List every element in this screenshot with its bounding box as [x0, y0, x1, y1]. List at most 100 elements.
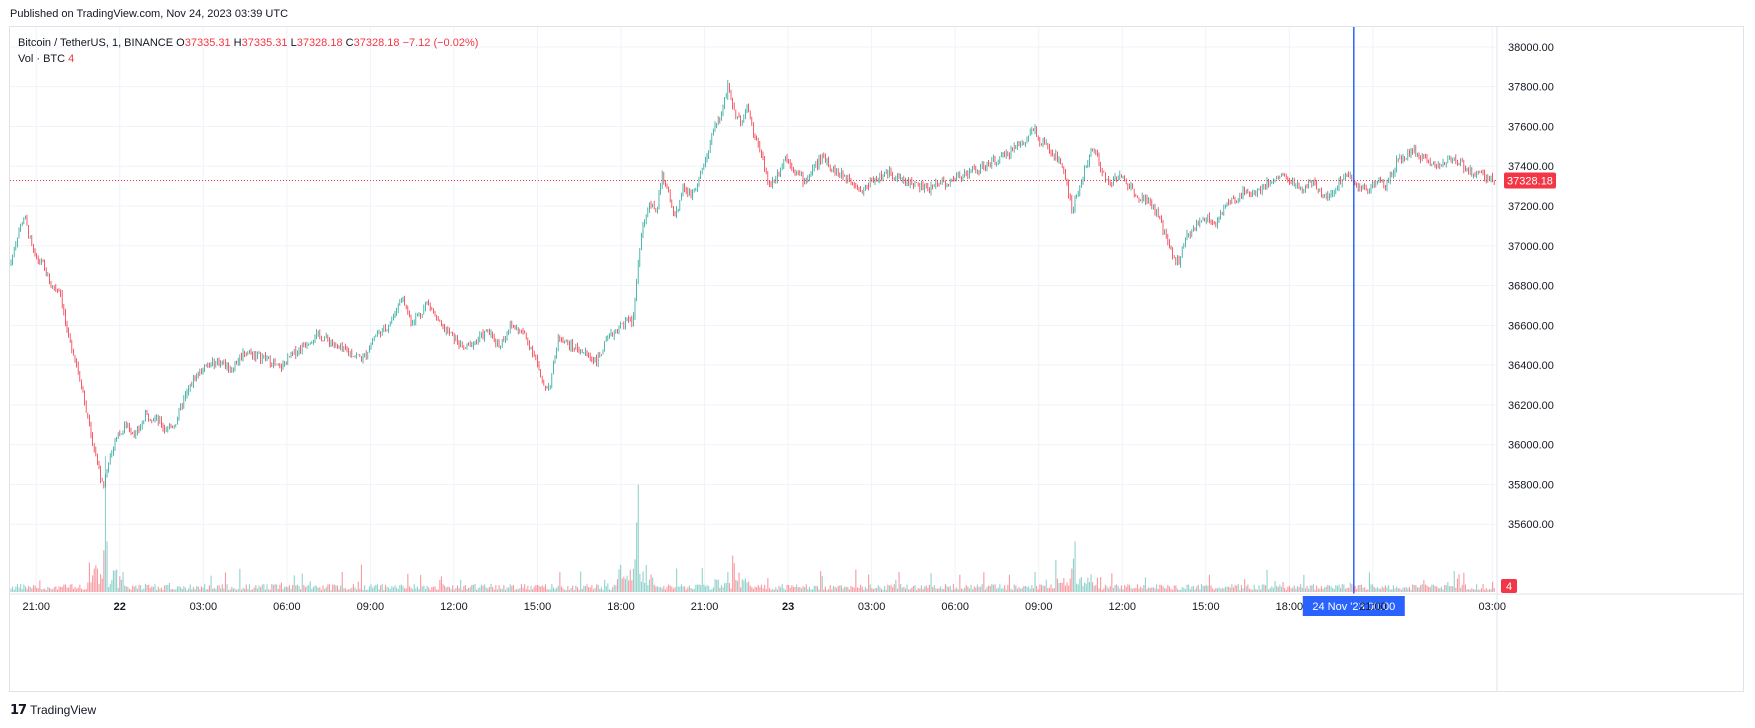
volume-bar [367, 589, 369, 592]
volume-bar [1082, 586, 1084, 592]
volume-bar [1133, 588, 1135, 592]
volume-bar [573, 589, 575, 592]
volume-bar [786, 584, 788, 592]
volume-bar [269, 589, 271, 592]
volume-bar [1044, 586, 1046, 592]
volume-bar [1084, 582, 1086, 592]
volume-bar [60, 586, 62, 592]
volume-bar [576, 587, 578, 592]
volume-bar [1244, 579, 1246, 592]
volume-bar [1122, 589, 1124, 592]
volume-bar [388, 587, 390, 592]
volume-bar [1348, 587, 1350, 592]
volume-bar [117, 587, 119, 592]
volume-bar [84, 589, 86, 592]
volume-bar [714, 579, 716, 592]
volume-bar [1287, 586, 1289, 592]
volume-bar [461, 589, 463, 592]
volume-bar [778, 585, 780, 592]
volume-bar [639, 573, 641, 592]
volume-bar [543, 586, 545, 592]
volume-bar [264, 589, 266, 592]
volume-bar [885, 589, 887, 592]
volume-bar [1159, 584, 1161, 592]
volume-bar [1328, 585, 1330, 592]
volume-bar [344, 588, 346, 592]
volume-bar [1103, 588, 1105, 592]
volume-bar [1389, 589, 1391, 592]
volume-bar [50, 589, 52, 592]
legend-volume-value: 4 [68, 53, 75, 65]
volume-bar [444, 585, 446, 592]
volume-bar [122, 572, 124, 592]
volume-bar [192, 586, 194, 592]
x-tick-label: 09:00 [357, 601, 385, 613]
volume-bar [181, 588, 183, 592]
volume-bar [924, 586, 926, 592]
volume-bar [146, 584, 148, 592]
volume-bar [1005, 589, 1007, 592]
volume-bar [1284, 587, 1286, 592]
volume-bar [1239, 589, 1241, 592]
volume-bar [727, 571, 729, 592]
volume-bar [728, 583, 730, 592]
volume-bar [629, 569, 631, 592]
volume-bar [645, 565, 647, 592]
volume-bar [1130, 587, 1132, 592]
volume-bar [1143, 584, 1145, 592]
volume-bar [423, 585, 425, 592]
volume-bar [356, 589, 358, 592]
volume-bar [55, 586, 57, 592]
legend-volume-label[interactable]: Vol · BTC [18, 53, 66, 65]
volume-bar [1045, 579, 1047, 592]
volume-bar [261, 584, 263, 592]
volume-bar [719, 587, 721, 592]
volume-bar [1114, 584, 1116, 592]
volume-bar [311, 588, 313, 592]
volume-bar [1440, 586, 1442, 592]
volume-bar [1319, 588, 1321, 592]
volume-bar [551, 584, 553, 592]
volume-bar [87, 582, 89, 592]
chart-frame[interactable] [9, 26, 1744, 692]
volume-bar [666, 586, 668, 592]
volume-bar [1346, 587, 1348, 592]
volume-bar [1093, 586, 1095, 592]
volume-bar [272, 584, 274, 592]
volume-bar [860, 584, 862, 592]
volume-bar [76, 588, 78, 592]
volume-bar [1156, 584, 1158, 592]
volume-bar [405, 588, 407, 592]
volume-bar [935, 588, 937, 592]
volume-bar [119, 576, 121, 592]
volume-bar [722, 587, 724, 592]
volume-bar [1055, 559, 1057, 592]
volume-bar [1426, 585, 1428, 592]
volume-bar [1455, 587, 1457, 592]
volume-bar [906, 584, 908, 592]
volume-bar [540, 586, 542, 592]
volume-bar [869, 584, 871, 592]
volume-bar [1196, 586, 1198, 592]
volume-bar [1128, 584, 1130, 592]
volume-bar [357, 581, 359, 592]
volume-bar [157, 586, 159, 592]
volume-bar [1058, 583, 1060, 592]
volume-bar [799, 586, 801, 592]
volume-bar [493, 589, 495, 592]
volume-bar [943, 588, 945, 592]
volume-bar [831, 589, 833, 592]
volume-bar [200, 586, 202, 592]
volume-bar [455, 588, 457, 592]
volume-bar [591, 585, 593, 592]
legend-symbol[interactable]: Bitcoin / TetherUS, 1, BINANCE [18, 37, 174, 49]
volume-bar [749, 585, 751, 592]
volume-bar [317, 588, 319, 592]
volume-bar [903, 586, 905, 592]
volume-bar [282, 589, 284, 592]
volume-bar [47, 587, 49, 592]
volume-bar [178, 586, 180, 592]
tradingview-logo[interactable]: 𝟭𝟳 TradingView [10, 702, 96, 718]
volume-bar [1392, 585, 1394, 592]
